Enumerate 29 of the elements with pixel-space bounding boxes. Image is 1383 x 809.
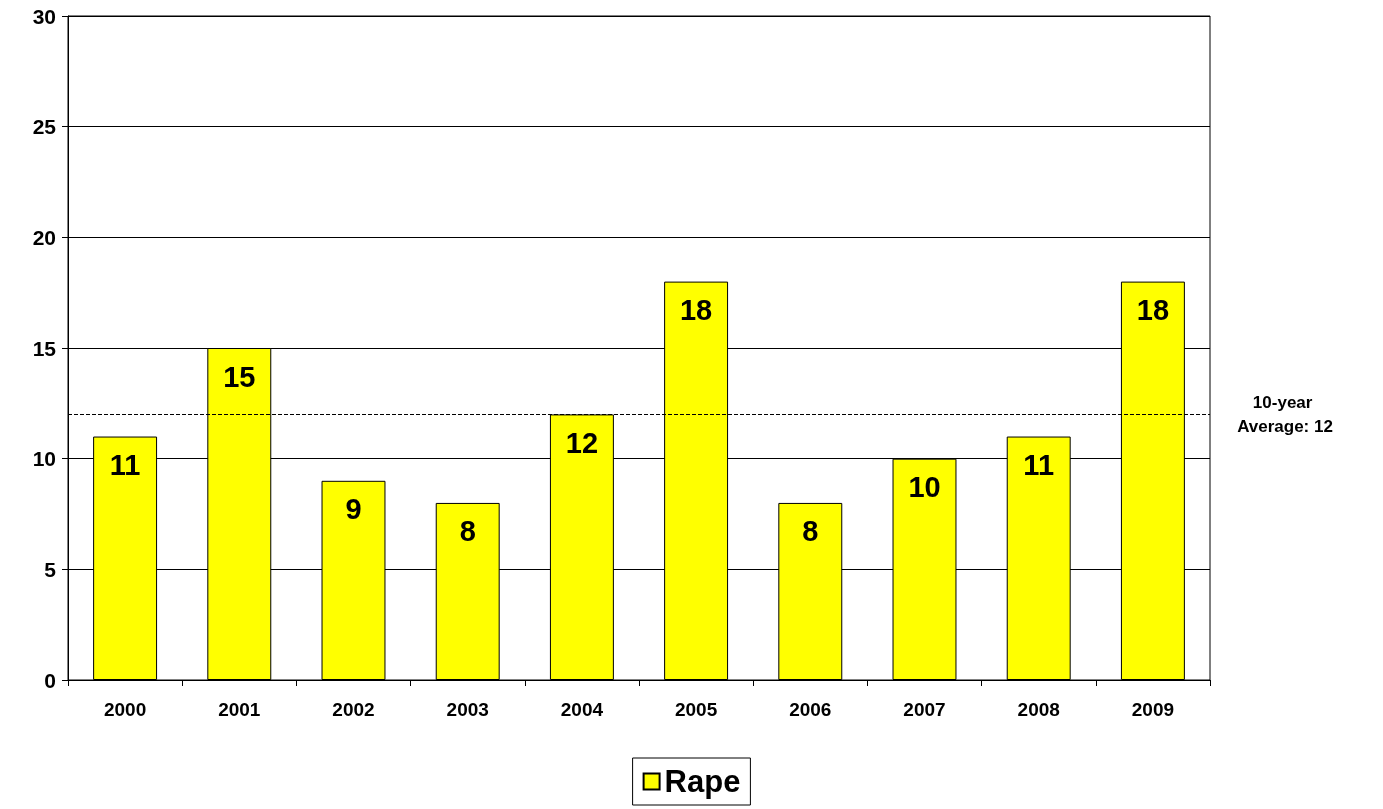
x-tick-label: 2008 bbox=[1017, 699, 1060, 720]
y-tick-label: 20 bbox=[32, 225, 56, 249]
y-tick-label: 10 bbox=[32, 447, 56, 471]
data-label: 8 bbox=[802, 515, 819, 548]
x-tick-label: 2002 bbox=[332, 699, 375, 720]
data-label: 18 bbox=[679, 294, 713, 327]
legend-label: Rape bbox=[664, 764, 741, 799]
y-tick-label: 15 bbox=[32, 336, 57, 360]
data-label: 18 bbox=[1136, 294, 1170, 327]
x-tick-label: 2003 bbox=[446, 699, 489, 720]
x-tick-label: 2006 bbox=[789, 699, 832, 720]
data-label: 15 bbox=[223, 360, 256, 393]
ref-line-label: 10-year Average: 12 bbox=[1237, 392, 1333, 436]
y-tick-label: 0 bbox=[44, 668, 56, 692]
data-label: 10 bbox=[908, 471, 941, 504]
x-tick-label: 2000 bbox=[103, 699, 147, 720]
data-label: 9 bbox=[345, 493, 362, 526]
x-tick-label: 2005 bbox=[674, 699, 718, 720]
x-tick-label: 2004 bbox=[560, 699, 604, 720]
x-tick-label: 2001 bbox=[218, 699, 261, 720]
y-tick-label: 5 bbox=[44, 557, 57, 581]
data-label: 11 bbox=[109, 449, 141, 482]
x-tick-label: 2009 bbox=[1131, 699, 1175, 720]
x-tick-label: 2007 bbox=[903, 699, 946, 720]
y-tick-label: 30 bbox=[32, 4, 56, 28]
data-label: 11 bbox=[1023, 449, 1055, 482]
data-label: 8 bbox=[459, 515, 476, 548]
data-label: 12 bbox=[565, 426, 599, 459]
y-tick-label: 25 bbox=[32, 115, 57, 139]
